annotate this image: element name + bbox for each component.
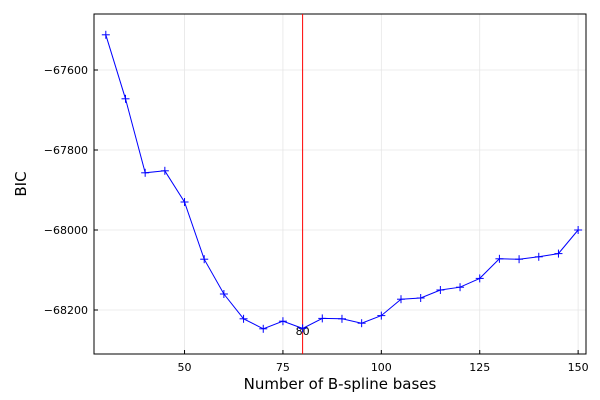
data-point — [436, 286, 445, 294]
data-point — [160, 166, 169, 175]
data-point — [554, 249, 563, 258]
data-point — [515, 255, 524, 264]
data-point — [101, 30, 110, 39]
data-point — [357, 319, 366, 328]
data-point — [219, 290, 228, 298]
data-point — [278, 317, 287, 326]
plot-frame — [93, 13, 587, 355]
data-point — [121, 94, 130, 103]
y-tick-label: −68200 — [44, 304, 88, 317]
axis-ticks: 50 75 100 125 150 −67600 −67800 −68000 −68200 — [44, 64, 589, 374]
y-axis-label: BIC — [12, 171, 30, 196]
data-point — [456, 283, 465, 292]
data-point — [397, 295, 406, 304]
x-tick-label: 75 — [276, 361, 290, 374]
data-point — [141, 168, 150, 177]
data-point — [416, 294, 425, 302]
grid-lines — [94, 14, 586, 354]
data-point — [377, 311, 386, 320]
data-point — [239, 314, 248, 323]
x-tick-label: 50 — [178, 361, 192, 374]
x-axis-label: Number of B-spline bases — [244, 375, 437, 393]
x-tick-label: 125 — [469, 361, 490, 374]
data-point — [475, 274, 484, 283]
data-point — [200, 255, 209, 264]
data-point — [337, 314, 346, 323]
data-point — [534, 252, 543, 261]
y-tick-label: −67800 — [44, 144, 88, 157]
data-point — [180, 198, 189, 206]
data-point — [495, 254, 504, 263]
data-point — [259, 324, 268, 333]
x-tick-label: 150 — [568, 361, 589, 374]
data-series — [101, 30, 583, 333]
data-point — [318, 314, 327, 323]
data-point — [574, 226, 583, 234]
data-point — [298, 324, 307, 333]
y-tick-label: −67600 — [44, 64, 88, 77]
y-tick-label: −68000 — [44, 224, 88, 237]
x-tick-label: 100 — [371, 361, 392, 374]
